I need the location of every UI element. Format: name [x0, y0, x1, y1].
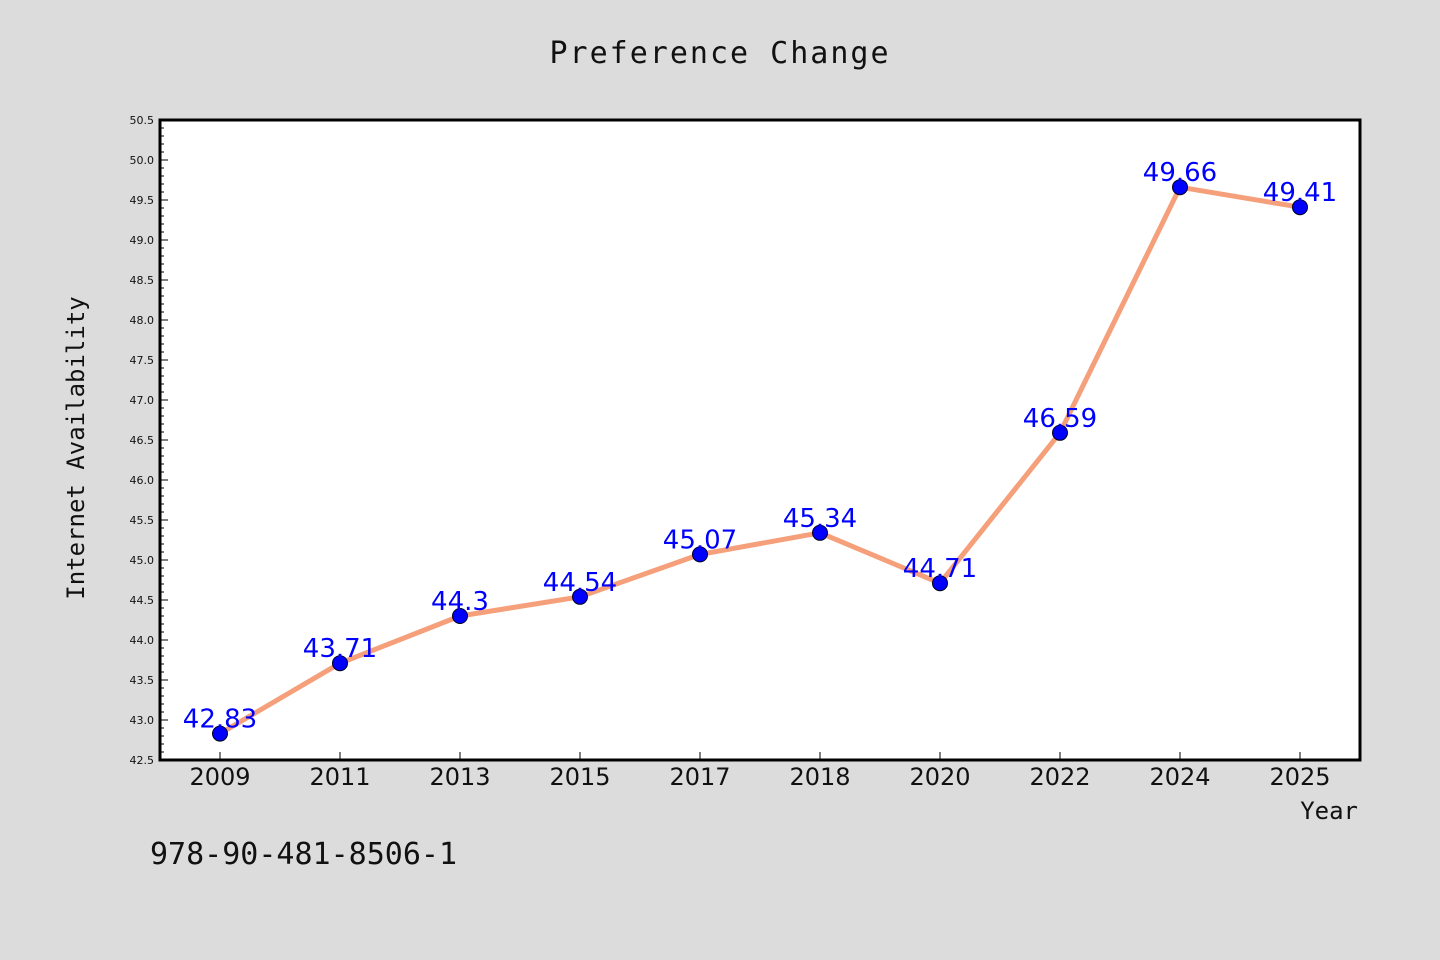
- y-tick-label: 46.0: [130, 474, 155, 487]
- y-tick-label: 43.0: [130, 714, 155, 727]
- chart-title: Preference Change: [549, 36, 890, 71]
- series-line: [217, 184, 1303, 737]
- data-point: [332, 655, 348, 672]
- x-tick-label: 2024: [1149, 763, 1210, 791]
- data-label: 46.59: [1023, 404, 1097, 434]
- data-label: 43.71: [303, 634, 377, 664]
- x-tick-label: 2011: [309, 763, 370, 791]
- y-tick-label: 47.5: [130, 354, 155, 367]
- y-tick-label: 48.5: [130, 274, 155, 287]
- plot-frame: [158, 118, 1362, 762]
- data-label: 44.71: [903, 554, 977, 584]
- y-tick-label: 50.5: [130, 114, 155, 127]
- data-labels-group: 42.83 43.71 44.3 44.54 45.07 45.34 44.71 46.59 4…: [183, 158, 1337, 734]
- y-tick-label: 44.0: [130, 634, 155, 647]
- data-point: [932, 575, 948, 592]
- x-tick-label: 2013: [429, 763, 490, 791]
- y-tick-label: 50.0: [130, 154, 155, 167]
- y-tick-label: 47.0: [130, 394, 155, 407]
- y-tick-label: 49.5: [130, 194, 155, 207]
- y-tick-label: 45.5: [130, 514, 155, 527]
- data-label: 49.41: [1263, 178, 1337, 208]
- data-label: 45.34: [783, 504, 857, 534]
- series-group: [212, 179, 1308, 742]
- isbn-text: 978-90-481-8506-1: [150, 837, 457, 872]
- x-axis-label: Year: [1300, 797, 1358, 825]
- data-label: 42.83: [183, 705, 257, 735]
- x-tick-label: 2022: [1029, 763, 1090, 791]
- y-tick-label: 44.5: [130, 594, 155, 607]
- data-label: 44.3: [431, 587, 489, 617]
- y-tick-label: 49.0: [130, 234, 155, 247]
- data-label: 45.07: [663, 525, 737, 555]
- x-tick-label: 2017: [669, 763, 730, 791]
- x-tick-label: 2015: [549, 763, 610, 791]
- x-tick-label: 2025: [1269, 763, 1330, 791]
- y-tick-label: 42.5: [130, 754, 155, 767]
- x-tick-label: 2009: [189, 763, 250, 791]
- data-label: 44.54: [543, 568, 617, 598]
- data-point: [812, 524, 828, 541]
- x-axis-ticks: 2009 2011 2013 2015 2017 2018 2020 2022 2024 2025: [189, 752, 1331, 791]
- data-point: [692, 546, 708, 563]
- data-point: [452, 608, 468, 624]
- y-tick-label: 48.0: [130, 314, 155, 327]
- y-axis-label: Internet Availability: [62, 296, 90, 599]
- x-tick-label: 2018: [789, 763, 850, 791]
- y-tick-label: 46.5: [130, 434, 155, 447]
- y-axis-ticks: 42.5 43.0 43.5 44.0 44.5 45.0 45.5 46.0 46.5 47.0…: [130, 114, 168, 767]
- x-tick-label: 2020: [909, 763, 970, 791]
- data-point: [1172, 179, 1188, 196]
- data-point: [1292, 199, 1308, 216]
- data-point: [1052, 424, 1068, 441]
- data-point: [572, 588, 588, 605]
- y-tick-label: 43.5: [130, 674, 155, 687]
- y-tick-label: 45.0: [130, 554, 155, 567]
- data-label: 49.66: [1143, 158, 1217, 188]
- data-point: [212, 725, 228, 742]
